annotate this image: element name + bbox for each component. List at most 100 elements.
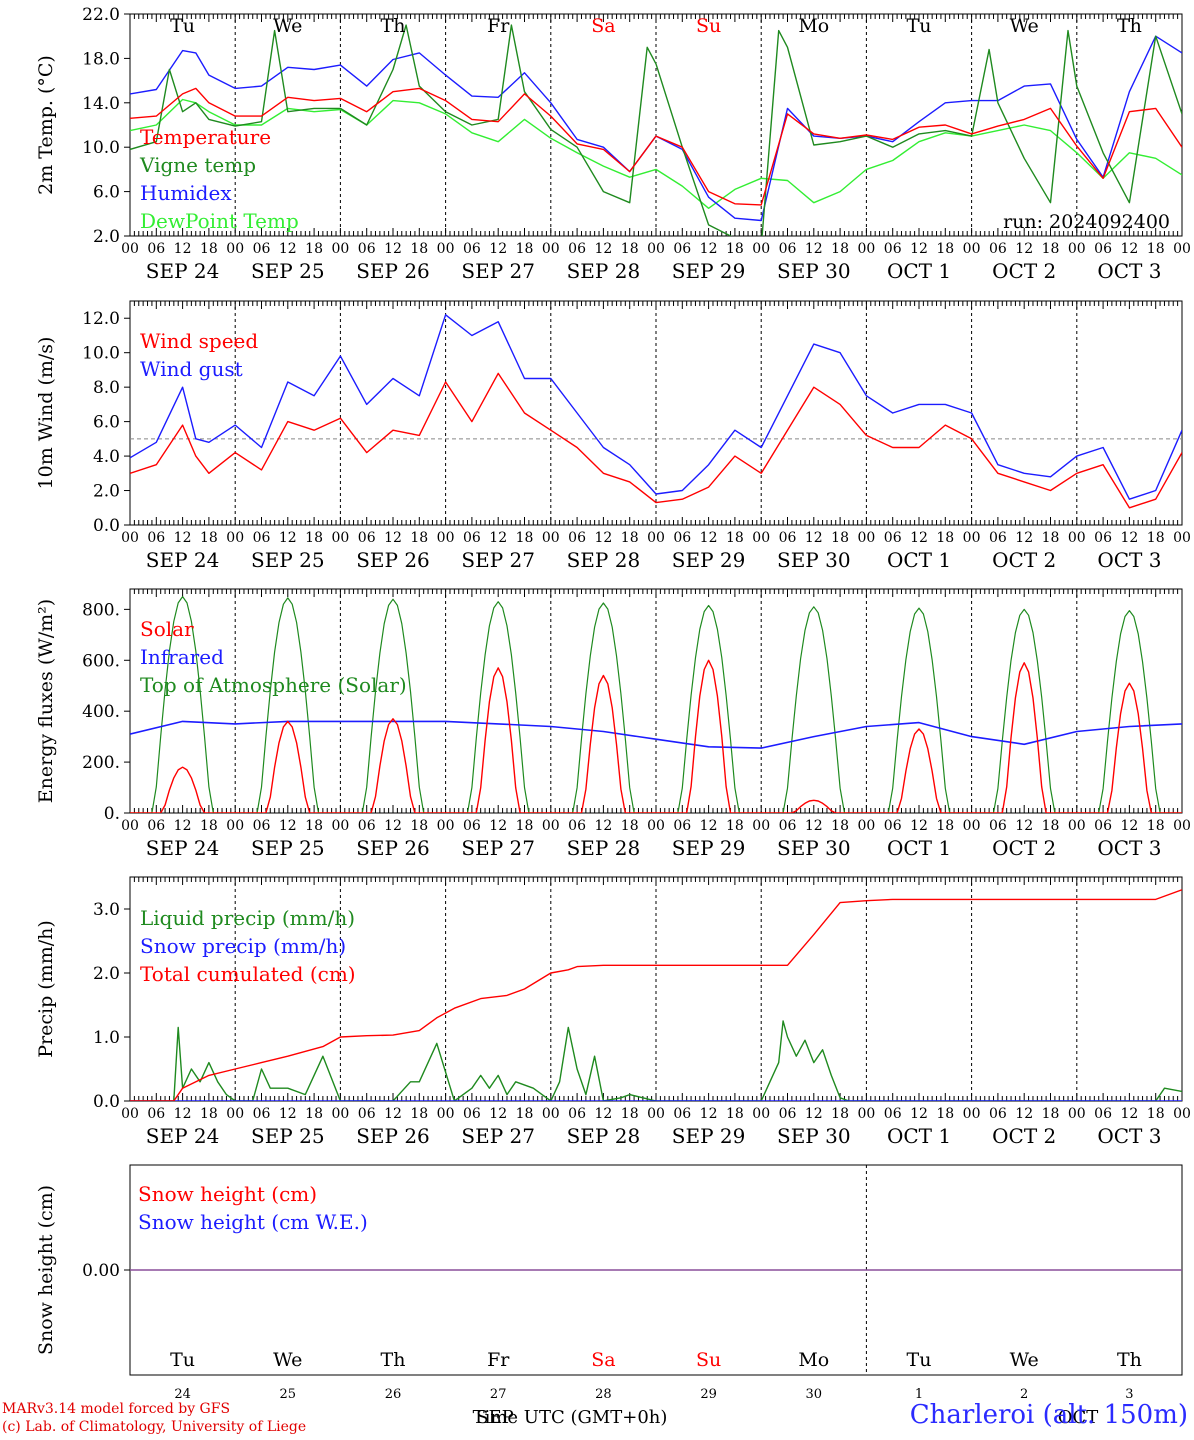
hour-tick-label: 06: [779, 818, 797, 834]
hour-tick-label: 06: [568, 818, 586, 834]
y-tick-label: 18.0: [82, 49, 120, 69]
hour-tick-label: 06: [1094, 818, 1112, 834]
series-line-dewpoint-temp: [130, 98, 1182, 209]
date-label: SEP 24: [146, 1124, 220, 1148]
date-label: OCT 3: [1097, 548, 1161, 572]
hour-tick-label: 06: [358, 818, 376, 834]
day-name: Th: [381, 15, 406, 37]
hour-tick-label: 18: [410, 530, 428, 546]
series-line-wind-gust: [130, 314, 1182, 500]
day-name: Fr: [487, 15, 510, 37]
hour-tick-label: 12: [700, 1106, 718, 1122]
hour-tick-label: 00: [1173, 1106, 1191, 1122]
hour-tick-label: 06: [989, 1106, 1007, 1122]
hour-tick-label: 06: [358, 530, 376, 546]
hour-tick-label: 00: [121, 530, 139, 546]
hour-tick-label: 12: [279, 1106, 297, 1122]
hour-tick-label: 12: [910, 241, 928, 257]
hour-tick-label: 18: [1042, 241, 1060, 257]
day-number: 1: [915, 1387, 923, 1402]
date-label: SEP 27: [461, 836, 535, 860]
hour-tick-label: 00: [1068, 1106, 1086, 1122]
y-tick-label: 14.0: [82, 94, 120, 114]
day-number: 24: [174, 1387, 191, 1402]
hour-tick-label: 18: [621, 818, 639, 834]
hour-tick-label: 06: [779, 530, 797, 546]
hour-tick-label: 00: [226, 818, 244, 834]
hour-tick-label: 12: [910, 1106, 928, 1122]
hour-tick-label: 00: [331, 1106, 349, 1122]
legend-entry: Snow precip (mm/h): [140, 934, 346, 958]
hour-tick-label: 12: [174, 530, 192, 546]
hour-tick-label: 18: [200, 241, 218, 257]
hour-tick-label: 00: [1068, 530, 1086, 546]
hour-tick-label: 00: [331, 818, 349, 834]
hour-tick-label: 18: [726, 1106, 744, 1122]
hour-tick-label: 00: [963, 1106, 981, 1122]
hour-tick-label: 12: [384, 241, 402, 257]
hour-tick-label: 12: [1015, 1106, 1033, 1122]
hour-tick-label: 12: [1015, 530, 1033, 546]
legend-entry: Vigne temp: [139, 153, 256, 177]
hour-tick-label: 12: [700, 818, 718, 834]
hour-tick-label: 18: [936, 1106, 954, 1122]
panel-1-frame: 00 06 12 18 00 06 12 18 00 06 12 18 00 06 12 18 00 06 12 18…: [121, 13, 1191, 283]
hour-tick-label: 12: [1120, 1106, 1138, 1122]
hour-tick-label: 00: [1173, 818, 1191, 834]
hour-tick-label: 12: [700, 241, 718, 257]
y-tick-label: 3.0: [93, 900, 120, 920]
hour-tick-label: 12: [910, 530, 928, 546]
wind-axis-label: 10m Wind (m/s): [35, 337, 57, 490]
y-tick-label: 4.0: [93, 447, 120, 467]
panel-4-frame: 00 06 12 18 00 06 12 18 00 06 12 18 00 06 12 18 00 06 12 18…: [121, 876, 1191, 1148]
date-label: SEP 29: [672, 836, 746, 860]
hour-tick-label: 00: [437, 1106, 455, 1122]
date-label: OCT 1: [887, 548, 951, 572]
hour-tick-label: 18: [1042, 530, 1060, 546]
legend-entry: Top of Atmosphere (Solar): [140, 673, 407, 697]
hour-tick-label: 12: [805, 241, 823, 257]
hour-tick-label: 00: [963, 530, 981, 546]
date-label: OCT 3: [1097, 1124, 1161, 1148]
hour-tick-label: 12: [489, 1106, 507, 1122]
hour-tick-label: 00: [121, 1106, 139, 1122]
date-label: SEP 29: [672, 259, 746, 283]
date-label: SEP 24: [146, 259, 220, 283]
y-tick-label: 0.: [104, 804, 120, 824]
hour-tick-label: 12: [384, 530, 402, 546]
hour-tick-label: 00: [542, 241, 560, 257]
series-line-wind-speed: [130, 372, 1182, 509]
day-number: 29: [700, 1387, 717, 1402]
y-tick-label: 800.: [82, 600, 120, 620]
hour-tick-label: 00: [1173, 530, 1191, 546]
y-tick-label: 12.0: [82, 309, 120, 329]
hour-tick-label: 00: [857, 818, 875, 834]
day-name: Tu: [907, 15, 932, 37]
date-label: SEP 27: [461, 259, 535, 283]
hour-tick-label: 06: [568, 530, 586, 546]
panel-border: [129, 300, 1183, 526]
hour-tick-label: 06: [884, 1106, 902, 1122]
date-label: SEP 29: [672, 1124, 746, 1148]
hour-tick-label: 18: [305, 818, 323, 834]
hour-tick-label: 00: [1068, 818, 1086, 834]
hour-tick-label: 00: [752, 241, 770, 257]
legend-entry: Solar: [140, 617, 194, 641]
hour-tick-label: 12: [805, 1106, 823, 1122]
day-name: Fr: [487, 1349, 510, 1371]
hour-tick-label: 12: [700, 530, 718, 546]
hour-tick-label: 00: [542, 1106, 560, 1122]
hour-tick-label: 00: [752, 1106, 770, 1122]
precip-axis-label: Precip (mm/h): [35, 920, 57, 1058]
hour-tick-label: 00: [963, 818, 981, 834]
date-label: SEP 28: [567, 1124, 641, 1148]
hour-tick-label: 18: [516, 530, 534, 546]
legend-entry: Snow height (cm W.E.): [138, 1210, 368, 1234]
station-label: Charleroi (alt. 150m): [909, 1400, 1188, 1430]
day-name: Sa: [591, 15, 615, 37]
hour-tick-label: 18: [305, 1106, 323, 1122]
hour-tick-label: 00: [226, 1106, 244, 1122]
day-name: Th: [381, 1349, 406, 1371]
hour-tick-label: 12: [489, 818, 507, 834]
hour-tick-label: 18: [831, 1106, 849, 1122]
